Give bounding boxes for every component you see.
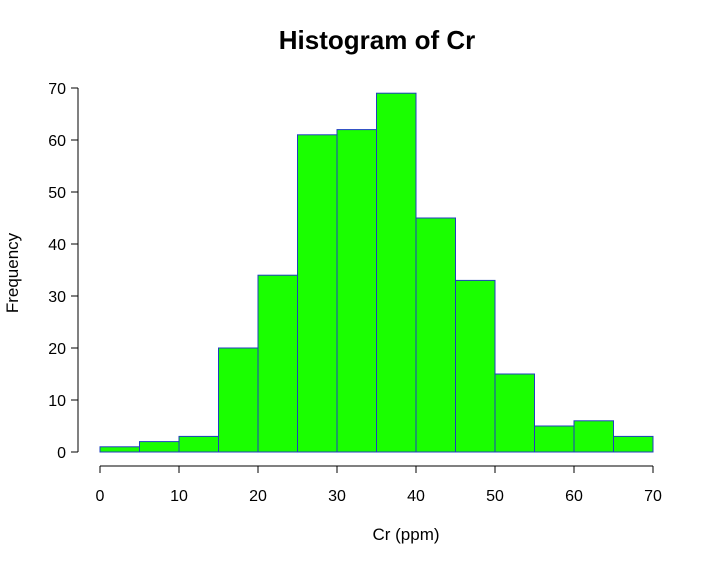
histogram-bar-9 — [455, 279, 496, 453]
y-tick-label-3: 30 — [48, 289, 66, 306]
x-axis: 0 10 20 30 40 50 60 70 — [96, 465, 662, 505]
x-tick-label-1: 10 — [170, 488, 188, 505]
y-tick-label-4: 40 — [48, 237, 66, 254]
y-tick-label-1: 10 — [48, 393, 66, 410]
histogram-bar-12 — [573, 420, 614, 453]
x-tick-label-4: 40 — [407, 488, 425, 505]
histogram-bar-13 — [613, 435, 654, 453]
y-axis: 0 10 20 30 40 50 60 70 — [48, 81, 79, 462]
y-tick-label-6: 60 — [48, 133, 66, 150]
y-tick-label-5: 50 — [48, 185, 66, 202]
histogram-bar-1 — [139, 441, 180, 453]
histogram-bar-2 — [178, 435, 219, 453]
chart-title: Histogram of Cr — [279, 25, 475, 55]
histogram-bar-0 — [99, 446, 140, 453]
x-tick-label-7: 70 — [644, 488, 662, 505]
x-tick-label-6: 60 — [565, 488, 583, 505]
histogram-bar-8 — [415, 217, 456, 453]
bars-group — [99, 92, 654, 453]
y-axis-label: Frequency — [3, 232, 22, 313]
histogram-bar-10 — [494, 373, 535, 453]
x-tick-label-5: 50 — [486, 488, 504, 505]
histogram-bar-3 — [218, 347, 259, 453]
histogram-bar-7 — [376, 92, 417, 453]
histogram-bar-6 — [336, 129, 377, 453]
x-tick-label-2: 20 — [249, 488, 267, 505]
x-axis-label: Cr (ppm) — [372, 525, 439, 544]
x-tick-label-0: 0 — [96, 488, 105, 505]
y-tick-label-7: 70 — [48, 81, 66, 98]
histogram-bar-11 — [534, 425, 575, 453]
y-tick-label-0: 0 — [57, 445, 66, 462]
y-tick-label-2: 20 — [48, 341, 66, 358]
x-tick-label-3: 30 — [328, 488, 346, 505]
histogram-bar-4 — [257, 274, 298, 453]
histogram-bar-5 — [297, 134, 338, 453]
